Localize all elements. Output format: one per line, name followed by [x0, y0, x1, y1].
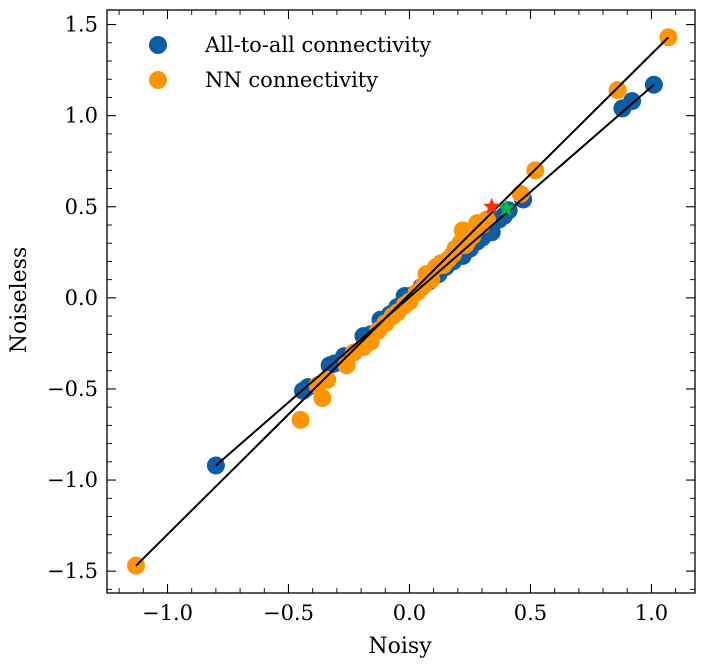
fit-lines [135, 36, 670, 567]
y-tick-label: −0.5 [47, 377, 98, 401]
y-tick-label: 0.5 [65, 195, 98, 219]
x-tick-label: 0.5 [514, 601, 547, 625]
x-tick-label: −1.0 [142, 601, 193, 625]
legend-label-nn: NN connectivity [205, 68, 378, 92]
fit-line-all-to-all [215, 83, 655, 467]
y-tick-label: −1.0 [47, 468, 98, 492]
y-tick-label: −1.5 [47, 559, 98, 583]
highlight-markers [483, 197, 515, 216]
x-tick-label: 1.0 [635, 601, 668, 625]
point-nn [313, 389, 332, 408]
y-axis-label: Noiseless [7, 247, 32, 353]
star-marker-red [483, 197, 501, 214]
axes-frame [106, 9, 696, 594]
legend-marker-nn [149, 71, 167, 89]
point-nn [453, 221, 472, 240]
plot-area [106, 9, 696, 594]
point-nn [291, 410, 310, 429]
axis-ticks [107, 10, 695, 593]
x-tick-label: −0.5 [263, 601, 314, 625]
y-tick-label: 1.0 [65, 104, 98, 128]
legend-marker-all-to-all [149, 36, 167, 54]
point-nn [608, 81, 627, 100]
legend: All-to-all connectivity NN connectivity [149, 33, 431, 92]
y-tick-label: 1.5 [65, 13, 98, 37]
tick-labels: −1.0 −0.5 0.0 0.5 1.0 −1.5 −1.0 −0.5 0.0 0.5 1.0 1.… [47, 13, 668, 625]
star-marker-green [497, 199, 515, 216]
y-tick-label: 0.0 [65, 286, 98, 310]
legend-label-all-to-all: All-to-all connectivity [204, 33, 431, 57]
point-nn [318, 370, 337, 389]
point-nn [477, 210, 496, 229]
x-tick-label: 0.0 [393, 601, 426, 625]
x-axis-label: Noisy [368, 634, 432, 659]
fit-line-nn [135, 36, 670, 567]
point-all-to-all [623, 92, 642, 111]
